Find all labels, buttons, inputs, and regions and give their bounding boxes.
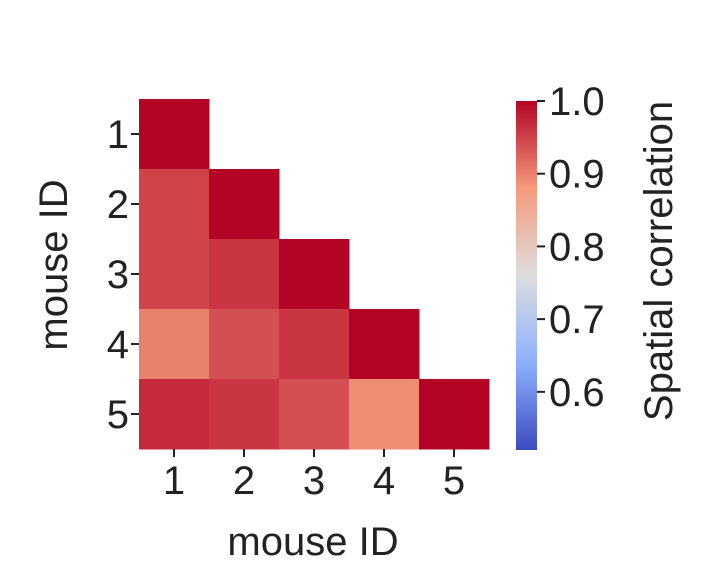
y-tick-label: 3 xyxy=(107,253,129,297)
heatmap-cell xyxy=(209,169,280,240)
x-tick-label: 5 xyxy=(443,459,465,503)
colorbar-label: Spatial correlation xyxy=(637,101,681,421)
heatmap-cell xyxy=(279,239,350,310)
heatmap-cell xyxy=(419,379,490,450)
colorbar-tick-label: 0.7 xyxy=(549,298,605,342)
y-axis-ticks: 1 2 3 4 5 xyxy=(107,113,139,437)
x-axis-label: mouse ID xyxy=(227,520,398,564)
x-tick-label: 2 xyxy=(233,459,255,503)
heatmap-cell xyxy=(139,99,210,170)
heatmap-cell xyxy=(139,239,210,310)
colorbar-tick-label: 0.8 xyxy=(549,225,605,269)
y-tick-label: 5 xyxy=(107,393,129,437)
colorbar-tick-label: 0.6 xyxy=(549,371,605,415)
heatmap-cell xyxy=(139,309,210,380)
colorbar-tick-label: 1.0 xyxy=(549,80,605,124)
colorbar-tick-label: 0.9 xyxy=(549,153,605,197)
heatmap-cell xyxy=(209,309,280,380)
x-axis-ticks: 1 2 3 4 5 xyxy=(163,449,465,503)
heatmap-cell xyxy=(279,379,350,450)
colorbar xyxy=(516,101,537,450)
y-axis-label: mouse ID xyxy=(32,179,76,350)
heatmap-cell xyxy=(349,379,420,450)
x-tick-label: 4 xyxy=(373,459,395,503)
heatmap-cell xyxy=(279,309,350,380)
x-tick-label: 1 xyxy=(163,459,185,503)
heatmap-cell xyxy=(349,309,420,380)
heatmap-cell xyxy=(139,169,210,240)
heatmap-cell xyxy=(209,239,280,310)
y-tick-label: 1 xyxy=(107,113,129,157)
x-tick-label: 3 xyxy=(303,459,325,503)
y-tick-label: 4 xyxy=(107,323,129,367)
heatmap-cells xyxy=(139,99,490,450)
heatmap-cell xyxy=(209,379,280,450)
heatmap-cell xyxy=(139,379,210,450)
y-tick-label: 2 xyxy=(107,183,129,227)
colorbar-ticks: 1.0 0.9 0.8 0.7 0.6 xyxy=(537,80,605,415)
